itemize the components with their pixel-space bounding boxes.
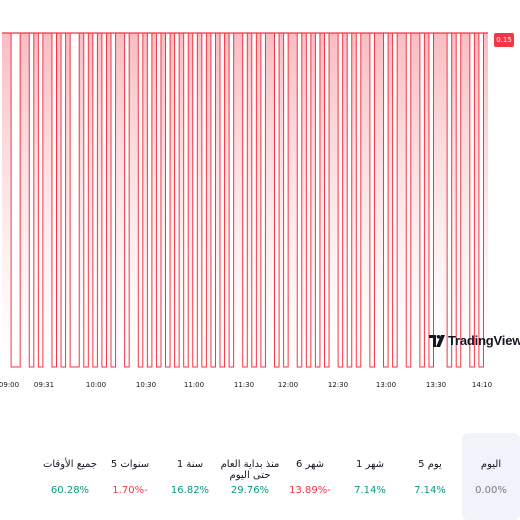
tradingview-logo[interactable]: TradingView — [429, 333, 520, 348]
period-label: 5 سنوات — [110, 459, 150, 470]
period-label: 6 شهر — [295, 459, 325, 470]
period-change-value: 16.82% — [170, 485, 210, 496]
x-tick-label: 13:30 — [426, 381, 446, 389]
period-change-value: 0.00% — [475, 485, 507, 496]
period-change-value: 29.76% — [230, 485, 270, 496]
series-area-fill — [2, 33, 488, 367]
x-tick-label: 11:00 — [184, 381, 204, 389]
last-price-badge: 0.15 — [494, 33, 514, 47]
period-tab-6[interactable]: 5 سنوات 1.70%- — [100, 433, 160, 520]
x-tick-label: 09:00 — [0, 381, 19, 389]
period-change-value: 7.14% — [414, 485, 446, 496]
period-tab-2[interactable]: 1 شهر 7.14% — [340, 433, 400, 520]
x-tick-label: 10:00 — [86, 381, 106, 389]
series-group — [2, 32, 488, 368]
period-change-value: 7.14% — [354, 485, 386, 496]
tradingview-logo-icon — [429, 334, 445, 347]
period-tab-0[interactable]: اليوم 0.00% — [462, 433, 520, 520]
period-label: 1 شهر — [355, 459, 385, 470]
period-label: منذ بداية العام حتى اليوم — [220, 459, 280, 481]
x-tick-label: 09:31 — [34, 381, 54, 389]
price-chart[interactable]: 09:00 09:31 10:00 10:30 11:00 11:30 12:00 12:30… — [0, 0, 520, 420]
period-change-value: 1.70%- — [112, 485, 148, 496]
period-label: 5 يوم — [418, 459, 442, 470]
x-tick-label: 13:00 — [376, 381, 396, 389]
period-tab-4[interactable]: منذ بداية العام حتى اليوم 29.76% — [220, 433, 280, 520]
chart-plot[interactable]: 09:00 09:31 10:00 10:30 11:00 11:30 12:00 12:30… — [0, 0, 520, 420]
x-tick-label: 14:10 — [472, 381, 492, 389]
period-label: اليوم — [480, 459, 502, 470]
performance-periods: اليوم 0.00% 5 يوم 7.14% 1 شهر 7.14% 6 شهر 13.89… — [0, 433, 520, 520]
tradingview-logo-text: TradingView — [448, 333, 520, 348]
period-tab-1[interactable]: 5 يوم 7.14% — [400, 433, 460, 520]
period-tab-3[interactable]: 6 شهر 13.89%- — [280, 433, 340, 520]
period-tab-5[interactable]: 1 سنة 16.82% — [160, 433, 220, 520]
period-label: 1 سنة — [176, 459, 204, 470]
x-tick-label: 12:30 — [328, 381, 348, 389]
period-change-value: 60.28% — [50, 485, 90, 496]
period-label: جميع الأوقات — [42, 459, 98, 470]
x-tick-label: 11:30 — [234, 381, 254, 389]
period-change-value: 13.89%- — [289, 485, 331, 496]
x-tick-label: 12:00 — [278, 381, 298, 389]
period-tab-7[interactable]: جميع الأوقات 60.28% — [40, 433, 100, 520]
x-axis: 09:00 09:31 10:00 10:30 11:00 11:30 12:00 12:30… — [0, 381, 492, 389]
x-tick-label: 10:30 — [136, 381, 156, 389]
